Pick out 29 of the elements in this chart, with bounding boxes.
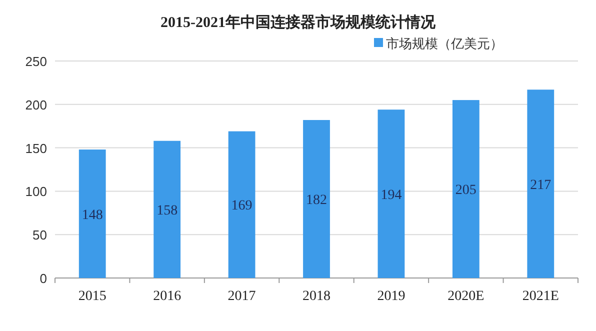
bar <box>303 120 330 278</box>
y-tick-label: 0 <box>40 271 47 286</box>
x-tick-label: 2019 <box>377 289 406 304</box>
data-label: 148 <box>82 208 103 223</box>
data-label: 182 <box>306 193 327 208</box>
data-label: 169 <box>231 198 252 214</box>
x-tick-label: 2020E <box>448 289 484 304</box>
bar <box>228 131 256 278</box>
bar <box>78 150 106 278</box>
legend-label: 市场规模（亿美元） <box>386 36 503 51</box>
bar <box>378 110 405 278</box>
chart-title: 2015-2021年中国连接器市场规模统计情况 <box>160 13 436 31</box>
y-tick-label: 200 <box>25 97 47 112</box>
y-tick-label: 250 <box>25 54 47 69</box>
bar <box>154 140 181 278</box>
x-tick-label: 2015 <box>78 289 106 304</box>
x-tick-label: 2018 <box>302 289 330 304</box>
bar <box>452 100 480 278</box>
x-tick-label: 2021E <box>522 289 559 304</box>
x-tick-label: 2016 <box>153 289 182 304</box>
data-label: 158 <box>156 203 178 218</box>
y-tick-label: 100 <box>25 184 47 200</box>
x-tick-label: 2017 <box>228 289 256 304</box>
bar <box>527 90 554 278</box>
data-label: 217 <box>530 178 552 193</box>
y-tick-label: 50 <box>32 228 47 243</box>
data-label: 205 <box>455 183 476 198</box>
data-label: 194 <box>380 188 402 203</box>
y-tick-label: 150 <box>25 140 47 156</box>
